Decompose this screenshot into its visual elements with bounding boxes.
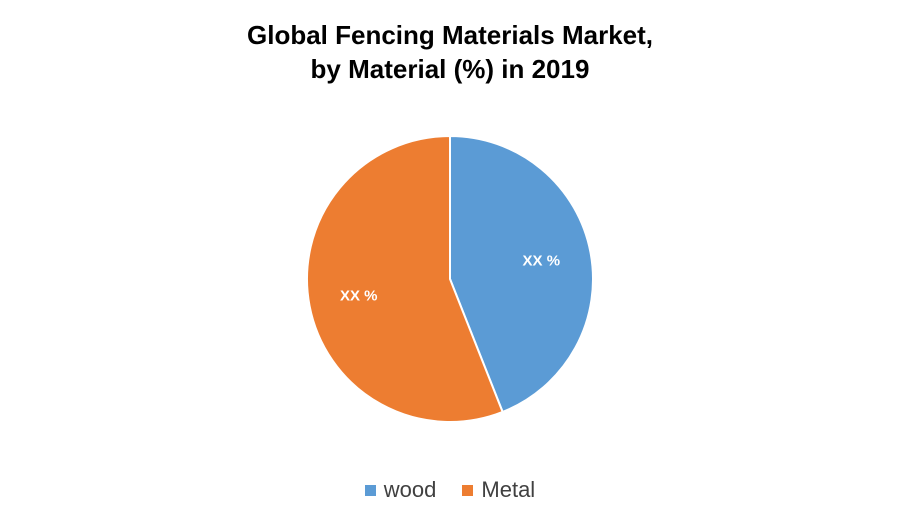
chart-title-line-2: by Material (%) in 2019 [310, 54, 590, 84]
legend-label-metal: Metal [481, 477, 536, 502]
legend-item-metal: Metal [462, 477, 535, 503]
legend: wood Metal [0, 477, 900, 503]
data-label-metal: XX % [340, 287, 378, 304]
legend-swatch-metal [462, 484, 474, 496]
legend-item-wood: wood [364, 477, 437, 503]
chart-title-line-1: Global Fencing Materials Market, [247, 20, 653, 50]
data-label-wood: XX % [523, 253, 561, 270]
pie-slice-metal [306, 134, 504, 423]
pie-slice-wood [449, 134, 594, 414]
chart-title: Global Fencing Materials Market, by Mate… [0, 18, 900, 86]
legend-swatch-wood [364, 484, 376, 496]
legend-label-wood: wood [383, 477, 437, 502]
